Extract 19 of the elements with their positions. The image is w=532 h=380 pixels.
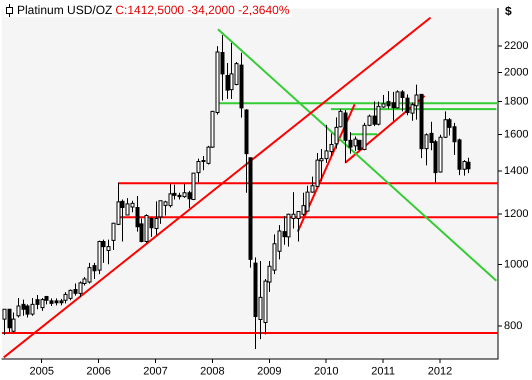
y-tick-label: 1000 [504, 258, 528, 270]
x-tick-label: 2008 [200, 366, 225, 378]
x-tick-label: 2005 [29, 366, 54, 378]
x-tick-label: 2007 [143, 366, 168, 378]
y-tick-label: 800 [504, 320, 522, 332]
chart-subtitle: C:1412,5000 -34,2000 -2,3640% [115, 3, 290, 17]
y-axis-title: $ [505, 4, 512, 18]
x-tick-label: 2012 [428, 366, 452, 378]
x-tick-label: 2009 [257, 366, 282, 378]
y-tick-label: 1800 [504, 96, 528, 108]
y-tick-label: 1600 [504, 128, 528, 140]
x-tick-label: 2011 [371, 366, 395, 378]
y-tick-label: 1400 [504, 165, 528, 178]
x-tick-label: 2010 [314, 366, 338, 378]
x-tick-label: 2006 [86, 366, 111, 378]
y-tick-label: 2200 [504, 40, 528, 52]
y-tick-label: 1200 [504, 208, 528, 220]
y-tick-label: 2000 [504, 66, 528, 79]
chart-title: Platinum USD/OZ [17, 3, 112, 17]
